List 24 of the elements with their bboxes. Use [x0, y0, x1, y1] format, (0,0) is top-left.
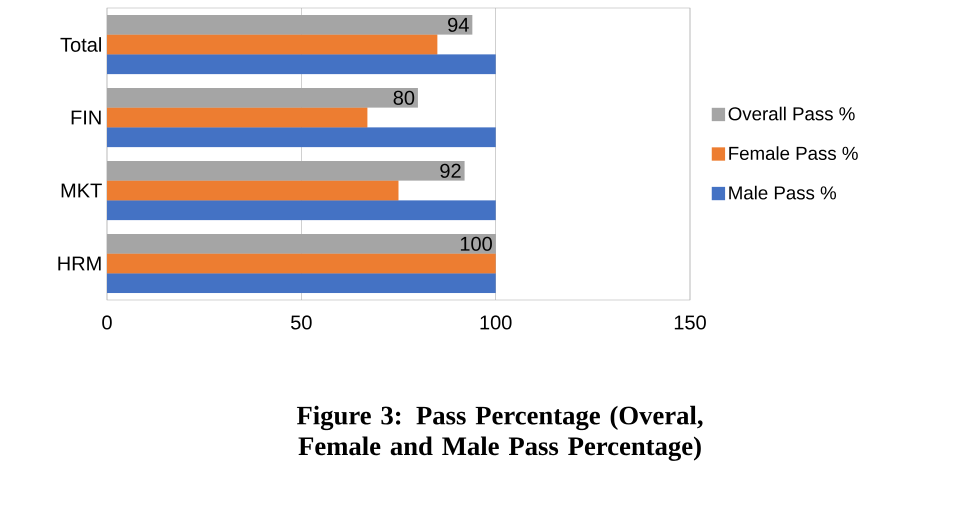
- y-tick-label: HRM: [58, 256, 101, 270]
- legend-label: Male Pass %: [729, 186, 836, 200]
- legend-label: Overall Pass %: [728, 106, 855, 120]
- data-label: 80: [394, 90, 414, 105]
- bar: [107, 34, 438, 54]
- y-tick-label: MKT: [62, 184, 102, 198]
- bar: [107, 200, 496, 220]
- data-label: 94: [448, 18, 469, 32]
- bar: [107, 108, 368, 128]
- x-tick-label: 0: [102, 315, 112, 330]
- data-label: 92: [440, 164, 461, 178]
- x-tick-label: 50: [291, 315, 312, 330]
- bar: [107, 54, 496, 74]
- y-tick-label: Total: [60, 37, 101, 52]
- x-tick-label: 100: [480, 315, 512, 330]
- bar: [107, 127, 496, 148]
- legend-label: Female Pass %: [729, 146, 858, 160]
- bar: [107, 273, 496, 294]
- bar: [107, 180, 398, 200]
- x-tick-label: 150: [674, 315, 706, 330]
- data-label: 100: [460, 236, 492, 251]
- bar: [107, 254, 496, 274]
- y-tick-label: FIN: [72, 110, 101, 124]
- text: Figure 3: Pass Percentage (Overal, Female and Male Pass Percentage): [296, 406, 703, 461]
